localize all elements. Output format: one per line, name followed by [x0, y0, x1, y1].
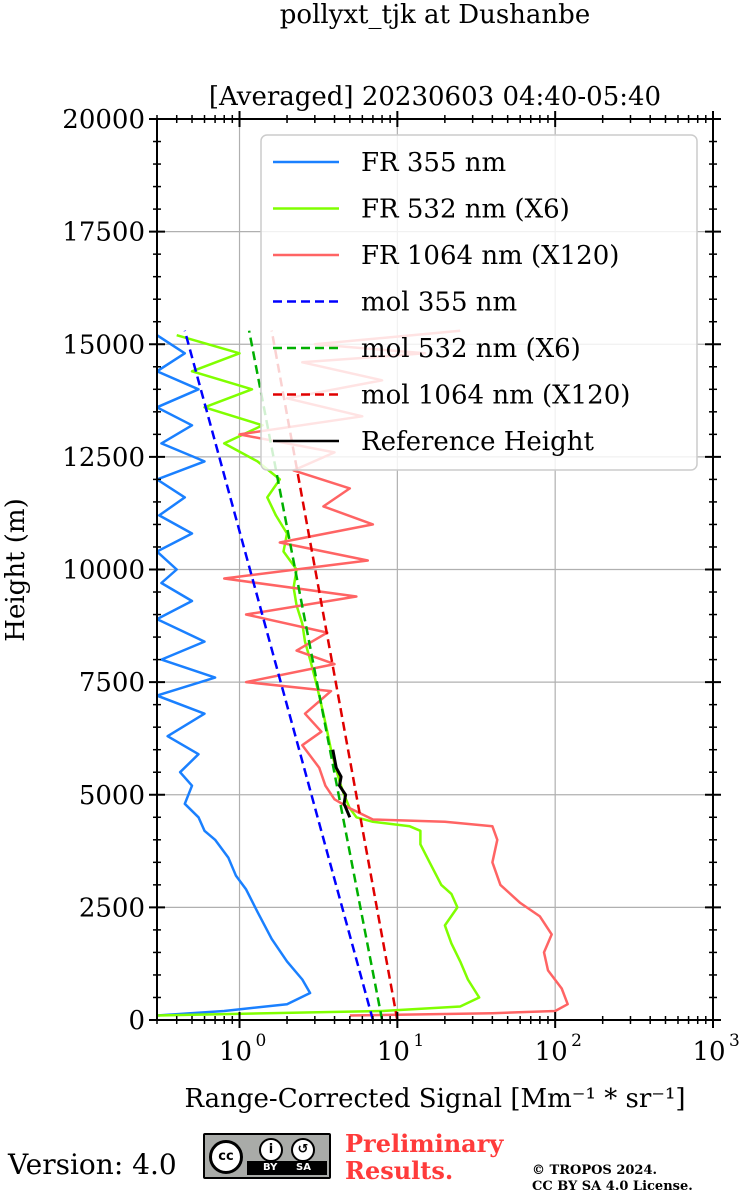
series-line-mol1064 — [270, 330, 399, 1020]
cc-logo-icon: cc — [209, 1140, 243, 1174]
y-tick-label: 7500 — [79, 668, 145, 698]
axis-ticks — [149, 111, 721, 1028]
copyright-line2: CC BY SA 4.0 License. — [532, 1179, 693, 1194]
copyright-note: © TROPOS 2024. CC BY SA 4.0 License. — [532, 1163, 693, 1195]
attribution-person-icon: i — [259, 1138, 283, 1162]
x-tick-label: 10 — [692, 1037, 725, 1067]
series-line-reference — [331, 749, 352, 818]
title-line1-text: pollyxt_tjk at Dushanbe — [279, 0, 591, 30]
x-tick-label-exponent: 3 — [729, 1031, 740, 1051]
legend-label-mol355: mol 355 nm — [361, 288, 517, 318]
x-tick-label: 10 — [535, 1037, 568, 1067]
chart-title-line1: pollyxt_tjk at Dushanbe — [157, 0, 713, 30]
version-label: Version: 4.0 — [8, 1148, 177, 1181]
x-tick-label-exponent: 0 — [256, 1031, 267, 1051]
x-axis-label: Range-Corrected Signal [Mm⁻¹ * sr⁻¹] — [184, 1084, 685, 1114]
y-tick-label: 15000 — [62, 330, 145, 360]
cc-by-label: BY — [263, 1162, 278, 1173]
y-tick-label: 12500 — [62, 443, 145, 473]
share-alike-icon: ↺ — [291, 1138, 315, 1162]
legend-label-mol1064: mol 1064 nm (X120) — [361, 381, 630, 411]
legend-label-fr355: FR 355 nm — [361, 148, 506, 178]
preliminary-results-note: Preliminary Results. — [345, 1130, 503, 1184]
copyright-line1: © TROPOS 2024. — [532, 1163, 658, 1178]
series-line-mol355 — [183, 330, 375, 1020]
y-tick-label: 2500 — [79, 893, 145, 923]
lidar-profile-chart: 0250050007500100001250015000175002000010… — [1, 105, 740, 1114]
tick-labels: 0250050007500100001250015000175002000010… — [62, 105, 740, 1067]
preliminary-line2: Results. — [345, 1156, 454, 1185]
legend-label-reference: Reference Height — [361, 427, 595, 457]
y-tick-label: 20000 — [62, 105, 145, 135]
y-axis-label: Height (m) — [1, 498, 31, 641]
x-tick-label: 10 — [219, 1037, 252, 1067]
y-tick-label: 0 — [128, 1006, 145, 1036]
legend: FR 355 nm FR 532 nm (X6) FR 1064 nm (X120)… — [260, 134, 698, 471]
legend-label-fr532: FR 532 nm (X6) — [361, 195, 570, 225]
y-tick-label: 17500 — [62, 218, 145, 248]
y-tick-label: 10000 — [62, 556, 145, 586]
y-tick-label: 5000 — [79, 781, 145, 811]
x-tick-label-exponent: 1 — [413, 1031, 424, 1051]
cc-license-badge: cc i ↺ BY SA — [203, 1133, 331, 1179]
series-line-mol532 — [247, 330, 384, 1020]
x-tick-label-exponent: 2 — [571, 1031, 582, 1051]
cc-strip — [247, 1161, 327, 1175]
legend-label-fr1064: FR 1064 nm (X120) — [361, 241, 619, 271]
preliminary-line1: Preliminary — [345, 1129, 504, 1158]
cc-sa-label: SA — [296, 1162, 311, 1173]
series-line-fr355 — [157, 334, 312, 1017]
chart-title-line2: [Averaged] 20230603 04:40-05:40 — [208, 82, 662, 112]
legend-box — [260, 134, 698, 471]
legend-label-mol532: mol 532 nm (X6) — [361, 334, 581, 364]
x-tick-label: 10 — [377, 1037, 410, 1067]
